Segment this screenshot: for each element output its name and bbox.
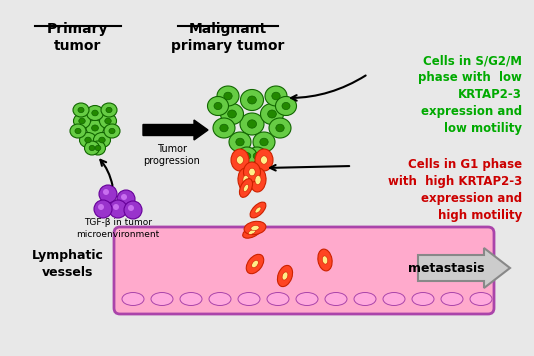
Ellipse shape bbox=[260, 138, 268, 146]
Ellipse shape bbox=[231, 149, 249, 171]
Ellipse shape bbox=[243, 176, 249, 184]
Ellipse shape bbox=[80, 132, 97, 147]
Ellipse shape bbox=[91, 125, 98, 131]
Ellipse shape bbox=[318, 249, 332, 271]
Ellipse shape bbox=[99, 137, 105, 143]
Ellipse shape bbox=[90, 141, 106, 155]
Circle shape bbox=[99, 185, 117, 203]
Ellipse shape bbox=[238, 168, 254, 192]
Ellipse shape bbox=[323, 256, 328, 264]
Ellipse shape bbox=[87, 105, 104, 120]
Ellipse shape bbox=[250, 202, 266, 218]
Text: TGF-β in tumor
microenvironment: TGF-β in tumor microenvironment bbox=[76, 218, 160, 239]
Ellipse shape bbox=[75, 129, 81, 134]
Ellipse shape bbox=[104, 124, 120, 138]
Ellipse shape bbox=[251, 225, 259, 231]
Ellipse shape bbox=[93, 132, 111, 147]
Ellipse shape bbox=[441, 293, 463, 305]
Circle shape bbox=[94, 200, 112, 218]
Ellipse shape bbox=[99, 114, 116, 129]
Text: Cells in S/G2/M
phase with  low
KRTAP2-3
expression and
low motility: Cells in S/G2/M phase with low KRTAP2-3 … bbox=[418, 54, 522, 135]
Ellipse shape bbox=[261, 104, 284, 125]
Ellipse shape bbox=[84, 141, 99, 155]
Ellipse shape bbox=[240, 113, 264, 135]
Text: Primary
tumor: Primary tumor bbox=[47, 22, 109, 53]
Circle shape bbox=[103, 189, 109, 195]
Ellipse shape bbox=[249, 168, 255, 176]
Ellipse shape bbox=[214, 103, 222, 110]
Circle shape bbox=[121, 194, 127, 200]
Ellipse shape bbox=[268, 110, 277, 118]
Ellipse shape bbox=[470, 293, 492, 305]
Ellipse shape bbox=[74, 114, 90, 129]
Ellipse shape bbox=[250, 168, 266, 192]
Ellipse shape bbox=[325, 293, 347, 305]
Circle shape bbox=[109, 200, 127, 218]
Ellipse shape bbox=[122, 293, 144, 305]
Ellipse shape bbox=[70, 124, 86, 138]
Ellipse shape bbox=[261, 156, 268, 164]
Ellipse shape bbox=[227, 110, 237, 118]
Ellipse shape bbox=[85, 137, 91, 143]
Ellipse shape bbox=[243, 153, 251, 159]
Ellipse shape bbox=[296, 293, 318, 305]
Ellipse shape bbox=[209, 293, 231, 305]
Ellipse shape bbox=[246, 254, 264, 274]
Ellipse shape bbox=[247, 147, 267, 165]
Ellipse shape bbox=[267, 293, 289, 305]
Ellipse shape bbox=[217, 86, 239, 106]
Ellipse shape bbox=[236, 138, 244, 146]
Ellipse shape bbox=[224, 92, 232, 100]
Ellipse shape bbox=[244, 221, 266, 235]
Circle shape bbox=[128, 205, 134, 211]
Ellipse shape bbox=[79, 118, 85, 124]
FancyBboxPatch shape bbox=[114, 227, 494, 314]
Text: metastasis: metastasis bbox=[408, 262, 484, 274]
Ellipse shape bbox=[412, 293, 434, 305]
Ellipse shape bbox=[238, 293, 260, 305]
Ellipse shape bbox=[255, 149, 273, 171]
Ellipse shape bbox=[255, 207, 261, 213]
FancyArrow shape bbox=[143, 120, 208, 140]
Ellipse shape bbox=[213, 118, 235, 138]
Text: Tumor
progression: Tumor progression bbox=[144, 144, 200, 166]
Ellipse shape bbox=[220, 124, 228, 132]
Ellipse shape bbox=[221, 104, 244, 125]
Ellipse shape bbox=[229, 132, 251, 152]
Text: Cells in G1 phase
with  high KRTAP2-3
expression and
high motility: Cells in G1 phase with high KRTAP2-3 exp… bbox=[388, 158, 522, 222]
Ellipse shape bbox=[105, 118, 111, 124]
Ellipse shape bbox=[89, 145, 95, 151]
Ellipse shape bbox=[78, 108, 84, 112]
Ellipse shape bbox=[253, 153, 261, 159]
Ellipse shape bbox=[92, 110, 98, 116]
Ellipse shape bbox=[276, 96, 296, 115]
Ellipse shape bbox=[101, 103, 117, 117]
Ellipse shape bbox=[86, 120, 104, 136]
Ellipse shape bbox=[247, 120, 256, 128]
Circle shape bbox=[124, 201, 142, 219]
Circle shape bbox=[117, 190, 135, 208]
Ellipse shape bbox=[276, 124, 284, 132]
Ellipse shape bbox=[383, 293, 405, 305]
Ellipse shape bbox=[180, 293, 202, 305]
Circle shape bbox=[113, 204, 119, 210]
Ellipse shape bbox=[282, 103, 290, 110]
Ellipse shape bbox=[73, 103, 89, 117]
Text: Malignant
primary tumor: Malignant primary tumor bbox=[171, 22, 285, 53]
Ellipse shape bbox=[240, 89, 263, 110]
Ellipse shape bbox=[354, 293, 376, 305]
Ellipse shape bbox=[253, 132, 275, 152]
Ellipse shape bbox=[109, 129, 115, 134]
Ellipse shape bbox=[95, 145, 101, 151]
Ellipse shape bbox=[252, 260, 258, 268]
Ellipse shape bbox=[237, 147, 257, 165]
Ellipse shape bbox=[244, 184, 248, 192]
Ellipse shape bbox=[248, 96, 256, 104]
Ellipse shape bbox=[237, 156, 244, 164]
Ellipse shape bbox=[278, 265, 293, 287]
Ellipse shape bbox=[248, 230, 256, 234]
Ellipse shape bbox=[208, 96, 229, 115]
Ellipse shape bbox=[269, 118, 291, 138]
Ellipse shape bbox=[244, 162, 261, 182]
